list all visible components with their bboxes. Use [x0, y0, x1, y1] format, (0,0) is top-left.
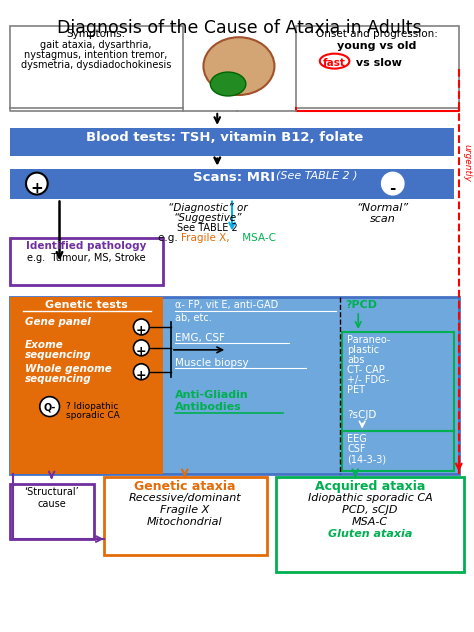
Text: EMG, CSF: EMG, CSF	[175, 333, 225, 343]
Text: Idiopathic sporadic CA: Idiopathic sporadic CA	[308, 493, 432, 503]
Text: PET: PET	[347, 385, 365, 395]
Text: ? Idiopathic: ? Idiopathic	[66, 401, 119, 411]
Text: (14-3-3): (14-3-3)	[347, 454, 386, 465]
Text: Diagnosis of the Cause of Ataxia in Adults: Diagnosis of the Cause of Ataxia in Adul…	[56, 20, 421, 37]
FancyBboxPatch shape	[276, 477, 464, 572]
FancyBboxPatch shape	[10, 484, 94, 539]
Text: cause: cause	[37, 499, 66, 509]
Text: Genetic ataxia: Genetic ataxia	[134, 480, 236, 493]
Circle shape	[134, 364, 149, 380]
Text: e.g.: e.g.	[158, 233, 181, 243]
Text: “Normal”: “Normal”	[357, 202, 409, 212]
Text: Acquired ataxia: Acquired ataxia	[315, 480, 425, 493]
Text: Recessive/dominant: Recessive/dominant	[128, 493, 241, 503]
Text: abs: abs	[347, 355, 365, 365]
Text: ?PCD: ?PCD	[346, 300, 377, 310]
FancyBboxPatch shape	[10, 27, 183, 108]
Text: (See TABLE 2 ): (See TABLE 2 )	[276, 171, 358, 181]
Ellipse shape	[203, 37, 274, 95]
Text: PCD, sCJD: PCD, sCJD	[342, 505, 398, 515]
Text: Mitochondrial: Mitochondrial	[147, 517, 222, 527]
Text: +: +	[136, 368, 146, 382]
Text: Onset and progression:: Onset and progression:	[316, 29, 438, 39]
FancyBboxPatch shape	[10, 297, 163, 474]
FancyBboxPatch shape	[10, 128, 454, 155]
Text: Gene panel: Gene panel	[25, 317, 91, 327]
Text: fast: fast	[323, 58, 346, 68]
Text: Exome: Exome	[25, 340, 64, 350]
Text: plastic: plastic	[347, 345, 380, 355]
Text: gait ataxia, dysarthria,: gait ataxia, dysarthria,	[40, 40, 152, 50]
Text: ?sCJD: ?sCJD	[347, 410, 377, 420]
Text: Q-: Q-	[44, 403, 56, 413]
Text: α- FP, vit E, anti-GAD: α- FP, vit E, anti-GAD	[175, 300, 278, 310]
Text: Identified pathology: Identified pathology	[26, 241, 146, 252]
Text: Blood tests: TSH, vitamin B12, folate: Blood tests: TSH, vitamin B12, folate	[85, 131, 363, 144]
Text: +: +	[30, 181, 43, 195]
Text: nystagmus, intention tremor,: nystagmus, intention tremor,	[24, 50, 168, 60]
Circle shape	[26, 173, 48, 195]
Text: sequencing: sequencing	[25, 350, 91, 360]
Text: ‘Structural’: ‘Structural’	[24, 487, 79, 497]
Ellipse shape	[210, 72, 246, 96]
Text: Gluten ataxia: Gluten ataxia	[328, 529, 412, 539]
FancyBboxPatch shape	[104, 477, 266, 555]
Text: -: -	[390, 181, 396, 195]
FancyBboxPatch shape	[10, 169, 454, 198]
Text: Muscle biopsy: Muscle biopsy	[175, 358, 248, 368]
Circle shape	[382, 173, 403, 195]
Text: urgently: urgently	[462, 143, 471, 181]
Text: Fragile X: Fragile X	[160, 505, 210, 515]
Text: Symptoms:: Symptoms:	[66, 29, 126, 39]
Ellipse shape	[320, 54, 349, 69]
Text: young vs old: young vs old	[337, 41, 417, 51]
Text: dysmetria, dysdiadochokinesis: dysmetria, dysdiadochokinesis	[21, 60, 171, 70]
Text: +: +	[136, 324, 146, 337]
Text: Genetic tests: Genetic tests	[45, 300, 128, 310]
Text: EEG: EEG	[347, 434, 367, 444]
Text: +/- FDG-: +/- FDG-	[347, 375, 390, 385]
Text: “Suggestive”: “Suggestive”	[173, 214, 242, 224]
Text: Paraneo-: Paraneo-	[347, 335, 391, 345]
FancyBboxPatch shape	[296, 27, 459, 108]
Text: sequencing: sequencing	[25, 374, 91, 384]
Text: MSA-C: MSA-C	[352, 517, 388, 527]
Text: Fragile X,: Fragile X,	[181, 233, 229, 243]
Text: vs slow: vs slow	[352, 58, 402, 68]
FancyBboxPatch shape	[10, 297, 459, 474]
FancyBboxPatch shape	[10, 238, 163, 285]
Text: CT- CAP: CT- CAP	[347, 365, 385, 375]
Text: ab, etc.: ab, etc.	[175, 313, 211, 323]
Circle shape	[134, 340, 149, 356]
Text: Scans: MRI: Scans: MRI	[192, 171, 279, 184]
Text: Whole genome: Whole genome	[25, 364, 112, 374]
Text: MSA-C: MSA-C	[239, 233, 276, 243]
Text: +: +	[136, 345, 146, 358]
Text: Anti-Gliadin: Anti-Gliadin	[175, 390, 248, 399]
Circle shape	[40, 397, 60, 416]
Text: See TABLE 2: See TABLE 2	[177, 223, 238, 233]
Text: e.g.  Tumour, MS, Stroke: e.g. Tumour, MS, Stroke	[27, 253, 146, 264]
Text: Antibodies: Antibodies	[175, 401, 242, 411]
Text: “Diagnostic” or: “Diagnostic” or	[168, 202, 247, 212]
Text: scan: scan	[370, 214, 396, 224]
Circle shape	[134, 319, 149, 335]
Text: CSF: CSF	[347, 444, 366, 454]
Text: sporadic CA: sporadic CA	[66, 411, 120, 420]
